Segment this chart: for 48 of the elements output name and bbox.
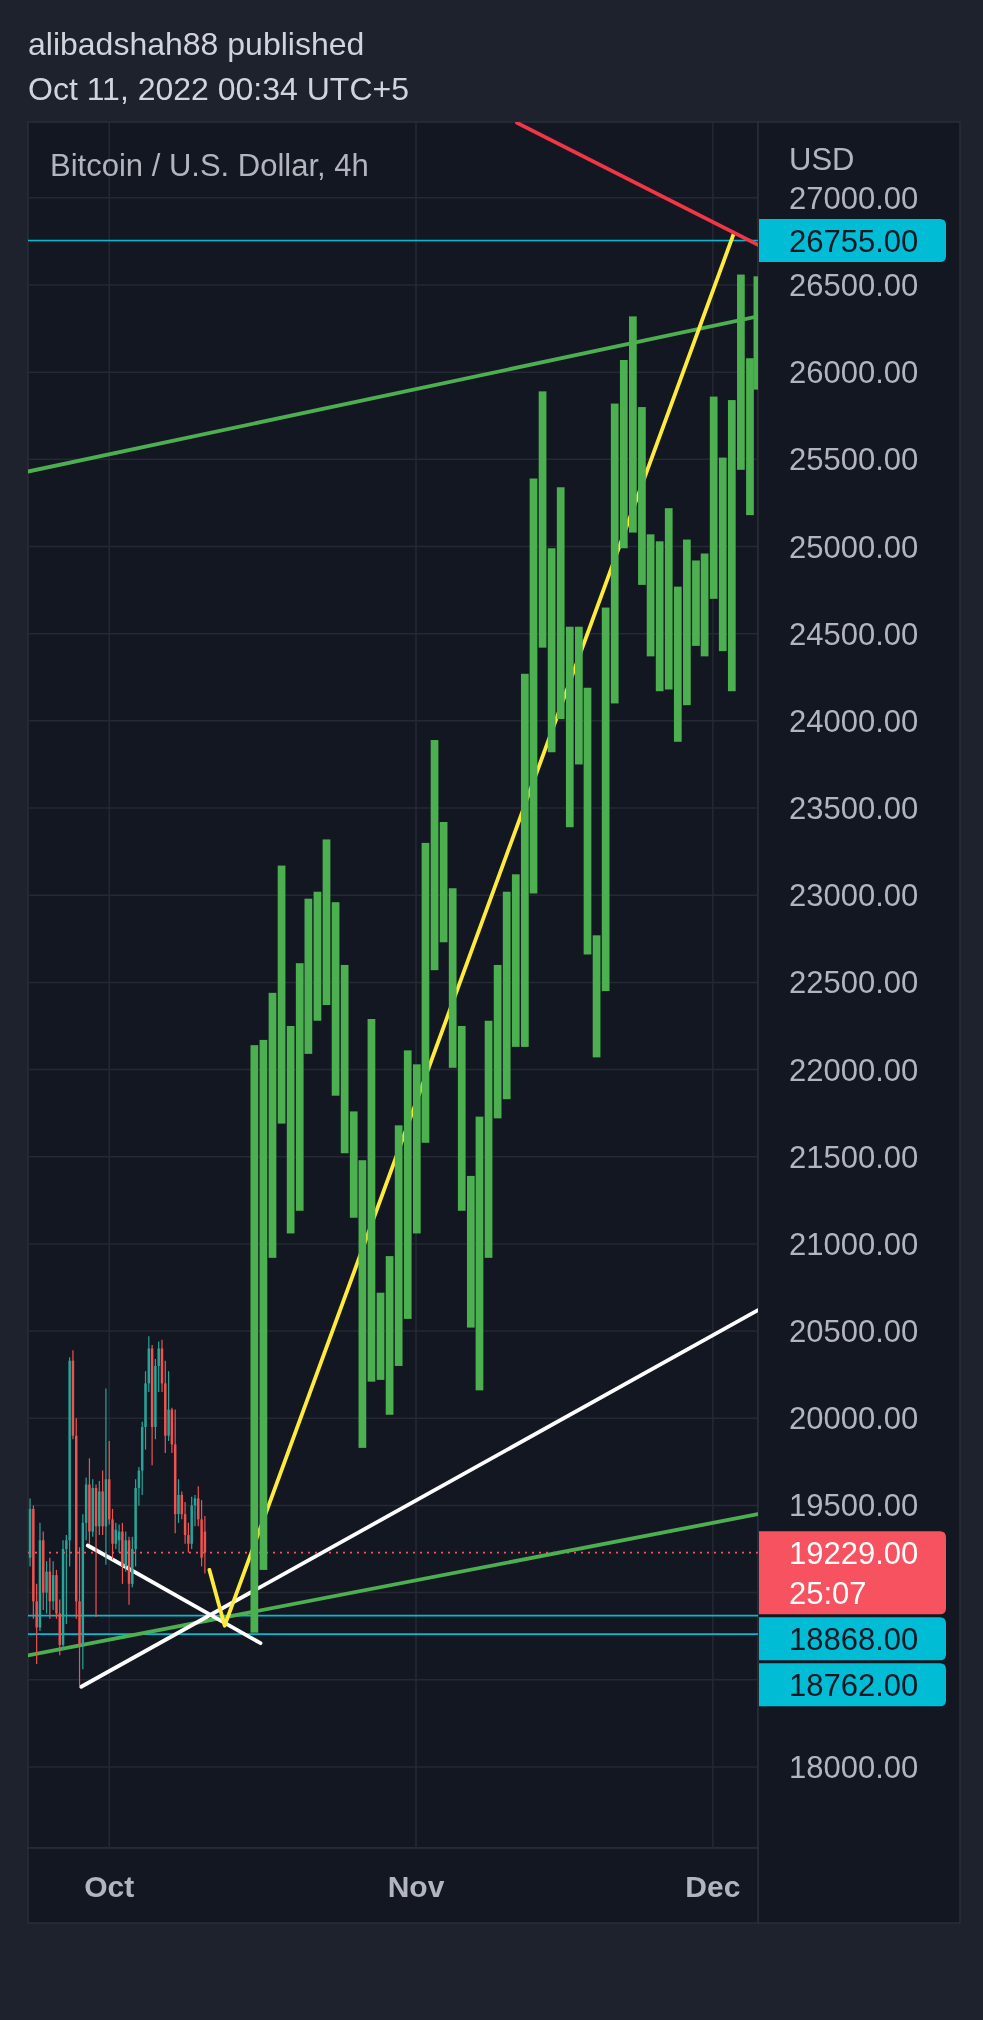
ref-line-label: 18762.00 — [789, 1667, 919, 1703]
candlestick — [177, 1478, 180, 1524]
bar — [322, 839, 331, 1006]
ref-line-label: 19229.00 — [789, 1535, 919, 1571]
bar — [367, 1019, 376, 1382]
x-tick-label: Dec — [685, 1869, 741, 1903]
bar — [268, 992, 277, 1258]
y-tick-label: 26000.00 — [789, 354, 919, 390]
y-tick-label: 20000.00 — [789, 1400, 919, 1436]
y-tick-label: 25500.00 — [789, 441, 919, 477]
y-tick-label: 25000.00 — [789, 529, 919, 565]
bar — [547, 548, 556, 753]
y-tick-label: 22500.00 — [789, 964, 919, 1000]
x-tick-label: Nov — [387, 1869, 445, 1903]
bar — [484, 1020, 493, 1258]
bar — [259, 1039, 268, 1570]
y-tick-label: 21500.00 — [789, 1139, 919, 1175]
y-tick-label: 18000.00 — [789, 1749, 919, 1785]
bar — [439, 821, 448, 943]
text: Oct 11, 2022 00:34 UTC+5 — [28, 71, 409, 107]
bar — [538, 391, 547, 648]
bar — [493, 964, 502, 1119]
y-axis-title: USD — [789, 142, 855, 177]
y-tick-label: 21000.00 — [789, 1226, 919, 1262]
y-tick-label: 23500.00 — [789, 790, 919, 826]
x-tick-label: Oct — [84, 1869, 135, 1903]
ref-line-label: 26755.00 — [789, 223, 919, 259]
bar — [376, 1292, 385, 1380]
y-tick-label: 22000.00 — [789, 1052, 919, 1088]
text: Bitcoin / U.S. Dollar, 4h — [50, 148, 369, 183]
text: alibadshah88 published — [28, 26, 365, 62]
candlestick — [45, 1560, 48, 1615]
bar — [277, 865, 286, 1124]
y-tick-label: 24500.00 — [789, 616, 919, 652]
y-tick-label: 23000.00 — [789, 877, 919, 913]
y-tick-label: 24000.00 — [789, 703, 919, 739]
bar — [313, 891, 322, 1021]
y-tick-label: 26500.00 — [789, 267, 919, 303]
ref-line-label: 18868.00 — [789, 1621, 919, 1657]
bar — [385, 1256, 394, 1415]
y-tick-label: 20500.00 — [789, 1313, 919, 1349]
bar — [430, 740, 439, 971]
y-tick-label: 27000.00 — [789, 180, 919, 216]
y-tick-label: 19500.00 — [789, 1487, 919, 1523]
bar — [331, 902, 340, 1096]
bar — [592, 935, 601, 1058]
candlestick — [88, 1457, 91, 1545]
text: 25:07 — [789, 1575, 867, 1611]
